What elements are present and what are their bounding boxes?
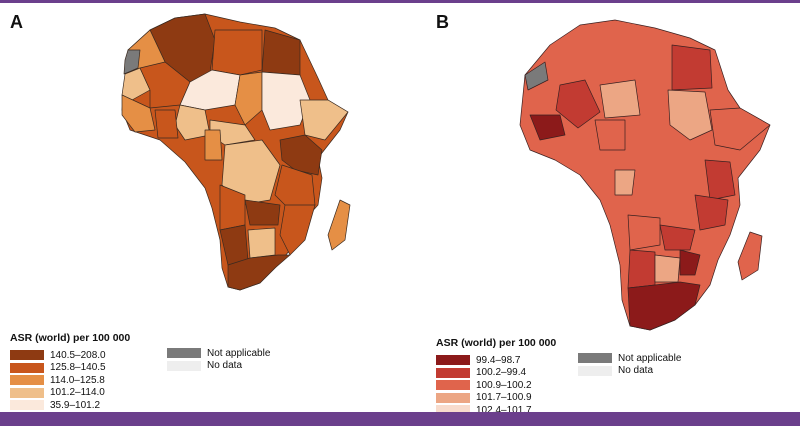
map-b-madagascar	[737, 231, 763, 281]
map-a-cameroon	[204, 129, 223, 161]
map-a-western-sahara	[123, 49, 141, 75]
map-b-namibia	[627, 249, 656, 289]
not-applicable-label: Not applicable	[618, 352, 682, 364]
legend-class-swatch	[10, 375, 44, 386]
map-b-ethiopia	[709, 107, 771, 151]
map-b-botswana	[654, 254, 681, 283]
no-data-label: No data	[207, 360, 243, 372]
legend-class-swatch	[436, 405, 470, 416]
legend-class-label: 101.7–100.9	[476, 392, 532, 404]
legend-class-swatch	[10, 350, 44, 361]
legend-class-label: 114.0–125.8	[50, 374, 105, 386]
map-a-botswana	[247, 227, 276, 259]
legend-class-swatch	[436, 355, 470, 366]
legend-class-swatch	[10, 362, 44, 373]
map-a-uganda-kenya	[279, 134, 323, 176]
legend-class-row: 125.8–140.5	[10, 362, 130, 375]
map-a-chad	[234, 71, 263, 126]
legend-b-special: Not applicable No data	[578, 352, 681, 377]
legend-b-no-data: No data	[578, 365, 681, 378]
map-a-south-africa	[227, 254, 291, 291]
map-a-egypt	[261, 29, 301, 76]
map-a-mauritania	[121, 67, 151, 101]
map-a-zambia	[244, 199, 281, 226]
legend-b-not-applicable: Not applicable	[578, 352, 681, 365]
map-b-kenya	[704, 159, 736, 201]
map-a-libya	[211, 29, 263, 76]
map-a-mozambique	[279, 204, 316, 256]
legend-class-label: 100.2–99.4	[476, 367, 527, 379]
map-b-egypt	[671, 44, 713, 91]
map-a	[121, 13, 351, 291]
map-b-south-africa	[627, 281, 701, 331]
legend-class-row: 114.0–125.8	[10, 374, 130, 387]
legend-a-title: ASR (world) per 100 000	[10, 332, 131, 344]
map-a-madagascar	[327, 199, 351, 251]
map-b	[519, 19, 771, 331]
legend-b-title: ASR (world) per 100 000	[436, 337, 557, 349]
legend-class-label: 100.9–100.2	[476, 379, 532, 391]
map-b-mali	[555, 79, 601, 129]
legend-class-row: 101.2–114.0	[10, 387, 130, 400]
panel-b-letter: B	[436, 12, 449, 32]
legend-a-no-data: No data	[167, 360, 270, 373]
legend-class-swatch	[10, 387, 44, 398]
top-accent-bar	[0, 0, 800, 3]
map-a-drc	[221, 139, 281, 206]
legend-class-swatch	[436, 367, 470, 378]
legend-a-special: Not applicable No data	[167, 347, 270, 372]
legend-class-row: 102.4–101.7	[436, 404, 556, 417]
legend-class-label: 35.9–101.2	[50, 399, 101, 411]
legend-b-rows: 99.4–98.7 100.2–99.4 100.9–100.2 101.7–100.…	[436, 354, 556, 417]
legend-a-not-applicable: Not applicable	[167, 347, 270, 360]
legend-class-row: 101.7–100.9	[436, 392, 556, 405]
map-b-angola	[627, 214, 661, 251]
no-data-swatch	[578, 365, 612, 376]
legend-class-swatch	[10, 400, 44, 411]
legend-class-label: 102.4–101.7	[476, 404, 532, 416]
panel-a-letter: A	[10, 12, 23, 32]
map-b-niger	[599, 79, 641, 119]
map-b-western-sahara	[524, 61, 549, 91]
legend-class-label: 101.2–114.0	[50, 387, 105, 399]
legend-class-swatch	[436, 380, 470, 391]
map-b-zimbabwe	[679, 249, 701, 276]
not-applicable-swatch	[578, 353, 612, 364]
legend-class-row: 100.2–99.4	[436, 367, 556, 380]
map-b-tanzania	[694, 194, 729, 231]
legend-b: ASR (world) per 100 000 99.4–98.7 100.2–9…	[436, 337, 556, 417]
legend-class-row: 100.9–100.2	[436, 379, 556, 392]
legend-class-row: 35.9–101.2	[10, 399, 130, 412]
map-b-nigeria	[594, 119, 626, 151]
not-applicable-swatch	[167, 348, 201, 359]
map-a-ethiopia	[299, 99, 349, 141]
map-a-sudan	[261, 71, 311, 131]
no-data-label: No data	[618, 365, 654, 377]
map-b-west-coast	[529, 114, 566, 141]
bottom-accent-bar	[0, 412, 800, 426]
legend-class-label: 99.4–98.7	[476, 354, 521, 366]
map-a-ghana	[154, 109, 179, 139]
map-b-sudan	[667, 89, 713, 141]
no-data-swatch	[167, 360, 201, 371]
legend-a: ASR (world) per 100 000 140.5–208.0 125.8…	[10, 332, 130, 412]
legend-class-swatch	[436, 392, 470, 403]
map-b-zambia	[659, 224, 696, 251]
legend-class-row: 140.5–208.0	[10, 349, 130, 362]
map-a-west-coast	[121, 94, 156, 133]
legend-class-label: 140.5–208.0	[50, 349, 106, 361]
legend-class-row: 99.4–98.7	[436, 354, 556, 367]
not-applicable-label: Not applicable	[207, 347, 271, 359]
legend-class-label: 125.8–140.5	[50, 362, 106, 374]
map-b-gabon	[614, 169, 636, 196]
legend-a-rows: 140.5–208.0 125.8–140.5 114.0–125.8 101.2–1…	[10, 349, 130, 412]
